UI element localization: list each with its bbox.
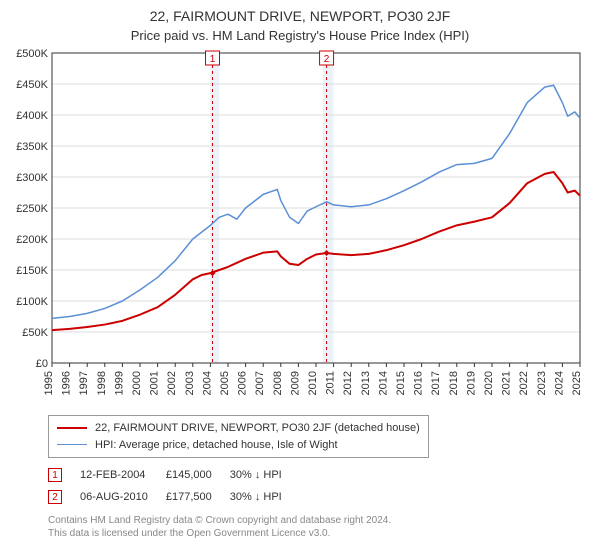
svg-text:2025: 2025 [571, 371, 583, 395]
svg-text:2: 2 [324, 54, 330, 65]
chart-title: 22, FAIRMOUNT DRIVE, NEWPORT, PO30 2JF [10, 8, 590, 24]
svg-text:2010: 2010 [307, 371, 319, 395]
legend-row-hpi: HPI: Average price, detached house, Isle… [57, 437, 420, 454]
chart-container: 22, FAIRMOUNT DRIVE, NEWPORT, PO30 2JF P… [0, 0, 600, 560]
legend-row-property: 22, FAIRMOUNT DRIVE, NEWPORT, PO30 2JF (… [57, 420, 420, 437]
svg-text:£450K: £450K [16, 79, 48, 91]
svg-text:2016: 2016 [413, 371, 425, 395]
svg-text:£400K: £400K [16, 110, 48, 122]
legend-label-hpi: HPI: Average price, detached house, Isle… [95, 437, 338, 454]
svg-text:2004: 2004 [201, 371, 213, 395]
svg-text:2013: 2013 [360, 371, 372, 395]
svg-text:2009: 2009 [289, 371, 301, 395]
event-row: 2 06-AUG-2010 £177,500 30% ↓ HPI [48, 486, 300, 508]
svg-text:£0: £0 [36, 358, 48, 370]
event-delta: 30% ↓ HPI [230, 464, 300, 486]
svg-text:2017: 2017 [430, 371, 442, 395]
svg-text:2008: 2008 [272, 371, 284, 395]
chart-svg: £0 £50K £100K £150K £200K £250K £300K £350K £400… [10, 49, 590, 409]
chart-plot: £0 £50K £100K £150K £200K £250K £300K £350K £400… [10, 49, 590, 409]
svg-text:2003: 2003 [184, 371, 196, 395]
legend-swatch-property [57, 427, 87, 429]
svg-text:£500K: £500K [16, 49, 48, 60]
svg-text:1996: 1996 [61, 371, 73, 395]
event-delta: 30% ↓ HPI [230, 486, 300, 508]
svg-text:1: 1 [210, 54, 216, 65]
svg-text:1997: 1997 [78, 371, 90, 395]
svg-text:2022: 2022 [518, 371, 530, 395]
svg-text:1999: 1999 [113, 371, 125, 395]
svg-text:2023: 2023 [536, 371, 548, 395]
footer-line: Contains HM Land Registry data © Crown c… [48, 514, 590, 527]
svg-text:£250K: £250K [16, 203, 48, 215]
svg-text:£300K: £300K [16, 172, 48, 184]
footer: Contains HM Land Registry data © Crown c… [48, 514, 590, 540]
legend-label-property: 22, FAIRMOUNT DRIVE, NEWPORT, PO30 2JF (… [95, 420, 420, 437]
svg-text:2011: 2011 [325, 371, 337, 395]
chart-subtitle: Price paid vs. HM Land Registry's House … [10, 28, 590, 43]
svg-text:2014: 2014 [377, 371, 389, 395]
event-date: 12-FEB-2004 [80, 464, 166, 486]
svg-text:2021: 2021 [501, 371, 513, 395]
footer-line: This data is licensed under the Open Gov… [48, 527, 590, 540]
svg-text:2024: 2024 [553, 371, 565, 395]
svg-text:2012: 2012 [342, 371, 354, 395]
event-price: £145,000 [166, 464, 230, 486]
svg-text:2019: 2019 [465, 371, 477, 395]
svg-text:1995: 1995 [43, 371, 55, 395]
svg-text:2001: 2001 [149, 371, 161, 395]
svg-text:2015: 2015 [395, 371, 407, 395]
event-row: 1 12-FEB-2004 £145,000 30% ↓ HPI [48, 464, 300, 486]
event-marker-icon: 2 [48, 490, 62, 504]
svg-text:£50K: £50K [22, 327, 48, 339]
svg-text:2005: 2005 [219, 371, 231, 395]
svg-text:£200K: £200K [16, 234, 48, 246]
svg-text:£350K: £350K [16, 141, 48, 153]
svg-text:2002: 2002 [166, 371, 178, 395]
legend-swatch-hpi [57, 444, 87, 445]
svg-text:£150K: £150K [16, 265, 48, 277]
svg-text:2006: 2006 [237, 371, 249, 395]
event-marker-icon: 1 [48, 468, 62, 482]
legend: 22, FAIRMOUNT DRIVE, NEWPORT, PO30 2JF (… [48, 415, 429, 458]
svg-text:2018: 2018 [448, 371, 460, 395]
svg-text:£100K: £100K [16, 296, 48, 308]
svg-text:1998: 1998 [96, 371, 108, 395]
svg-text:2020: 2020 [483, 371, 495, 395]
svg-text:2007: 2007 [254, 371, 266, 395]
event-date: 06-AUG-2010 [80, 486, 166, 508]
events-table: 1 12-FEB-2004 £145,000 30% ↓ HPI 2 06-AU… [48, 464, 590, 508]
event-price: £177,500 [166, 486, 230, 508]
svg-text:2000: 2000 [131, 371, 143, 395]
